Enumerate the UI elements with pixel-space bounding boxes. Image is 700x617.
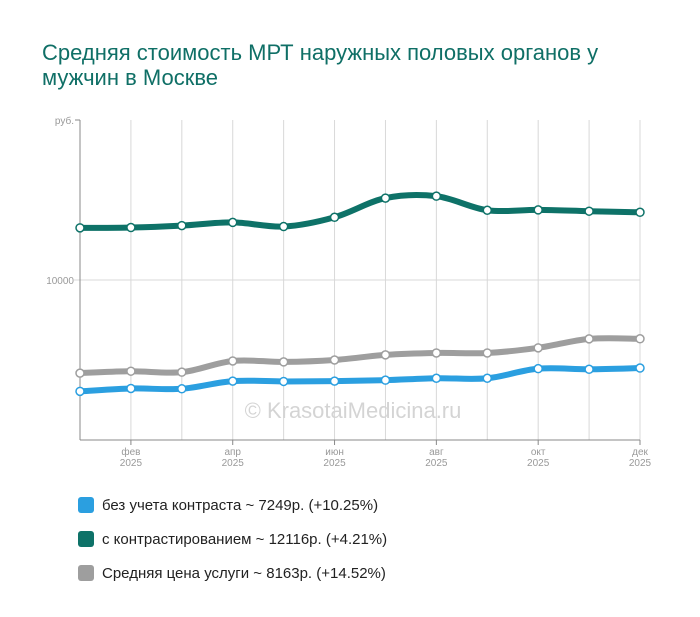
data-point <box>533 205 543 215</box>
x-tick-label-month: дек <box>632 447 648 458</box>
data-point <box>431 373 442 383</box>
data-point <box>126 222 136 233</box>
data-point <box>482 348 493 358</box>
data-point <box>533 363 543 374</box>
x-tick-label-month: фев <box>121 446 140 458</box>
legend-item-average[interactable]: Средняя цена услуги ~ 8163р. (+14.52%) <box>78 556 387 590</box>
data-point <box>227 217 238 228</box>
data-point <box>126 366 136 376</box>
data-point <box>584 334 594 344</box>
x-tick-label-year: 2025 <box>323 458 346 469</box>
data-point <box>584 364 594 375</box>
data-point <box>126 383 136 394</box>
legend-label: с контрастированием ~ 12116р. (+4.21%) <box>102 530 388 548</box>
x-tick-label-month: окт <box>531 447 546 458</box>
data-point <box>380 375 391 385</box>
legend-swatch <box>78 565 94 581</box>
data-point <box>431 348 442 358</box>
data-point <box>533 343 543 353</box>
data-point <box>482 205 493 215</box>
x-tick-label-year: 2025 <box>222 458 245 469</box>
data-point <box>177 384 187 394</box>
data-point <box>75 386 85 397</box>
legend: без учета контраста ~ 7249р. (+10.25%) с… <box>78 488 387 590</box>
x-tick-label-month: авг <box>429 447 444 458</box>
data-point <box>227 356 238 366</box>
x-tick-label-month: апр <box>224 447 241 458</box>
data-point <box>635 334 645 344</box>
data-point <box>635 363 645 373</box>
data-point <box>635 207 645 218</box>
chart-title: Средняя стоимость МРТ наружных половых о… <box>42 40 599 90</box>
data-point <box>75 368 85 378</box>
data-point <box>75 223 85 233</box>
legend-item-contrast[interactable]: с контрастированием ~ 12116р. (+4.21%) <box>78 522 387 556</box>
data-point <box>278 221 289 232</box>
data-point <box>380 193 391 203</box>
data-point <box>380 350 391 360</box>
watermark: © KrasotaiMedicina.ru <box>245 398 462 423</box>
legend-swatch <box>78 497 94 513</box>
data-point <box>177 220 187 231</box>
x-tick-label-year: 2025 <box>527 458 550 469</box>
data-point <box>278 376 289 387</box>
data-point <box>329 376 340 386</box>
legend-item-no-contrast[interactable]: без учета контраста ~ 7249р. (+10.25%) <box>78 488 387 522</box>
y-axis-unit-label: руб. <box>55 115 74 127</box>
legend-label: Средняя цена услуги ~ 8163р. (+14.52%) <box>102 564 386 582</box>
data-point <box>482 373 493 383</box>
data-point <box>329 355 340 365</box>
data-point <box>329 212 340 223</box>
y-tick-label: 10000 <box>46 276 74 287</box>
legend-swatch <box>78 531 94 547</box>
data-point <box>278 357 289 367</box>
data-point <box>431 191 442 201</box>
data-point <box>584 206 594 216</box>
x-tick-label-year: 2025 <box>120 458 143 469</box>
x-tick-label-year: 2025 <box>425 458 448 469</box>
x-tick-label-year: 2025 <box>629 458 652 469</box>
x-tick-label-month: июн <box>325 447 344 458</box>
data-point <box>227 376 238 386</box>
data-point <box>177 367 187 377</box>
series-line-0 <box>77 191 643 231</box>
legend-label: без учета контраста ~ 7249р. (+10.25%) <box>102 496 379 514</box>
